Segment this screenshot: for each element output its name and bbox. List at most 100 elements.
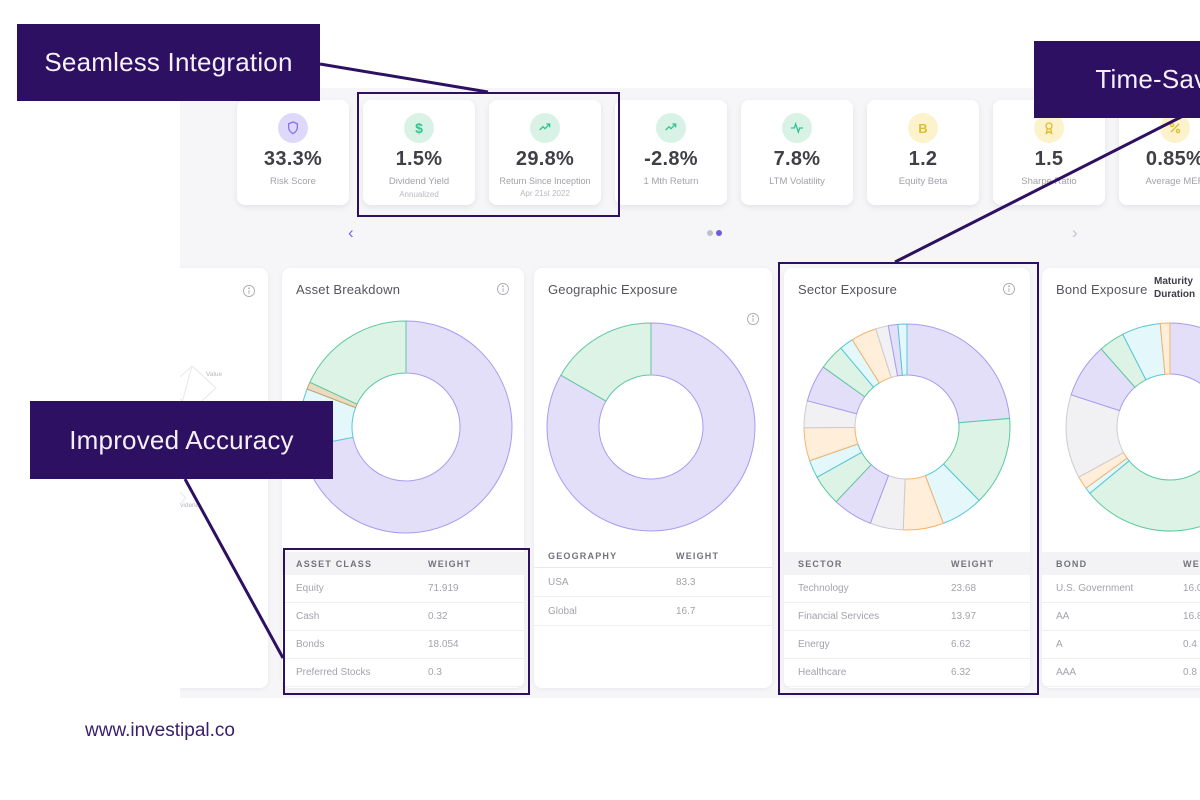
metric-sublabel: Apr 21st 2022 [520, 189, 570, 198]
table-header-row: BOND WEIGHT [1042, 552, 1200, 575]
maturity-duration-toggle[interactable]: Maturity Duration [1154, 275, 1195, 301]
metric-sublabel: Annualized [399, 190, 439, 199]
metric-value: 0.85% [1145, 148, 1200, 170]
carousel-dot-active[interactable] [716, 230, 722, 236]
metric-label: Equity Beta [898, 176, 948, 187]
shield-icon [278, 113, 308, 143]
metric-label: Sharpe Ratio [1021, 176, 1077, 187]
cell-weight: 23.68 [951, 583, 977, 594]
cell-sector: Energy [798, 639, 830, 650]
col-header: BOND [1056, 558, 1088, 569]
table-header-row: GEOGRAPHY WEIGHT [534, 545, 772, 568]
cell-weight: 16.8 [1183, 611, 1200, 622]
letter-b-icon: B [908, 113, 938, 143]
info-icon[interactable] [1002, 282, 1016, 296]
cell-bond: AAA [1056, 667, 1077, 678]
metric-card-risk-score: 33.3% Risk Score [237, 100, 349, 205]
callout-improved-accuracy: Improved Accuracy [30, 401, 333, 479]
cell-weight: 6.32 [951, 667, 971, 678]
table-row: Bonds 18.054 [282, 631, 524, 659]
metric-card-dividend-yield: $ 1.5% Dividend Yield Annualized [363, 100, 475, 205]
cell-weight: 0.32 [428, 611, 448, 622]
table-row: Global 16.7 [534, 597, 772, 626]
carousel-dot[interactable] [707, 230, 713, 236]
info-icon[interactable] [496, 282, 510, 296]
metric-value: 1.5% [395, 148, 443, 170]
callout-time-saving: Time-Saving [1034, 41, 1200, 118]
cell-weight: 0.3 [428, 667, 442, 678]
col-header: WEIGHT [951, 558, 995, 569]
activity-icon [782, 113, 812, 143]
cell-weight: 71.919 [428, 583, 459, 594]
table-row: AA 16.8 [1042, 603, 1200, 631]
table-header-row: ASSET CLASS WEIGHT [282, 552, 524, 575]
metric-value: 7.8% [773, 148, 821, 170]
cell-bond: A [1056, 639, 1063, 650]
table-row: A 0.4 [1042, 631, 1200, 659]
cell-bond: U.S. Government [1056, 583, 1134, 594]
carousel-next-button[interactable]: › [1072, 223, 1078, 242]
metric-card-equity-beta: B 1.2 Equity Beta [867, 100, 979, 205]
cell-sector: Financial Services [798, 611, 880, 622]
info-icon[interactable] [746, 312, 760, 326]
col-header: GEOGRAPHY [548, 551, 618, 561]
col-header: ASSET CLASS [296, 558, 373, 569]
col-header: WEIGHT [1183, 558, 1200, 569]
col-header: SECTOR [798, 558, 843, 569]
cell-weight: 6.62 [951, 639, 971, 650]
cell-weight: 18.054 [428, 639, 459, 650]
cell-weight: 16.7 [676, 605, 696, 617]
website-url: www.investipal.co [85, 720, 235, 741]
metric-card-return-since-inception: 29.8% Return Since Inception Apr 21st 20… [489, 100, 601, 205]
cell-asset-class: Bonds [296, 639, 325, 650]
col-header: WEIGHT [676, 551, 720, 561]
table-row: AAA 0.8 [1042, 659, 1200, 687]
spider-axis-label: Value [206, 371, 223, 378]
metric-label: LTM Volatility [769, 176, 825, 187]
cell-sector: Healthcare [798, 667, 847, 678]
sector-table: SECTOR WEIGHT Technology 23.68 Financial… [784, 552, 1030, 687]
cell-asset-class: Preferred Stocks [296, 667, 371, 678]
cell-geography: Global [548, 605, 577, 617]
toggle-option-maturity[interactable]: Maturity [1154, 276, 1193, 287]
table-row: Healthcare 6.32 [784, 659, 1030, 687]
metric-card-ltm-volatility: 7.8% LTM Volatility [741, 100, 853, 205]
card-title: Bond Exposure [1056, 282, 1148, 297]
trend-up-icon [656, 113, 686, 143]
metric-label: Return Since Inception [499, 176, 591, 186]
bond-exposure-donut [1065, 322, 1200, 532]
table-header-row: SECTOR WEIGHT [784, 552, 1030, 575]
sector-exposure-donut [803, 323, 1011, 531]
metric-value: 33.3% [263, 148, 323, 170]
cell-sector: Technology [798, 583, 849, 594]
dollar-icon: $ [404, 113, 434, 143]
carousel-prev-button[interactable]: ‹ [348, 223, 354, 242]
cell-weight: 83.3 [676, 576, 696, 588]
geographic-exposure-donut [546, 322, 756, 532]
cell-weight: 0.8 [1183, 667, 1197, 678]
card-title: Geographic Exposure [548, 282, 678, 297]
metric-label: Dividend Yield [388, 176, 450, 187]
cell-asset-class: Cash [296, 611, 320, 622]
cell-weight: 0.4 [1183, 639, 1197, 650]
metric-value: 29.8% [515, 148, 575, 170]
metric-value: 1.2 [908, 148, 938, 170]
metric-value: -2.8% [644, 148, 698, 170]
table-row: USA 83.3 [534, 568, 772, 597]
table-row: Technology 23.68 [784, 575, 1030, 603]
portfolio-dashboard: 33.3% Risk Score $ 1.5% Dividend Yield A… [180, 88, 1200, 698]
geography-table: GEOGRAPHY WEIGHT USA 83.3 Global 16.7 [534, 545, 772, 626]
sector-exposure-card: Sector Exposure SECTOR WEIGHT Technology… [784, 268, 1030, 688]
cell-asset-class: Equity [296, 583, 324, 594]
toggle-option-duration[interactable]: Duration [1154, 289, 1196, 300]
cell-geography: USA [548, 576, 569, 588]
cell-weight: 13.97 [951, 611, 977, 622]
table-row: Preferred Stocks 0.3 [282, 659, 524, 687]
metric-value: 1.5 [1034, 148, 1064, 170]
table-row: Financial Services 13.97 [784, 603, 1030, 631]
spider-axis-label: Dividend [180, 502, 200, 509]
bond-table: BOND WEIGHT U.S. Government 16.0 AA 16.8… [1042, 552, 1200, 687]
metric-card-1mth-return: -2.8% 1 Mth Return [615, 100, 727, 205]
info-icon[interactable] [242, 284, 256, 298]
asset-table: ASSET CLASS WEIGHT Equity 71.919 Cash 0.… [282, 552, 524, 687]
